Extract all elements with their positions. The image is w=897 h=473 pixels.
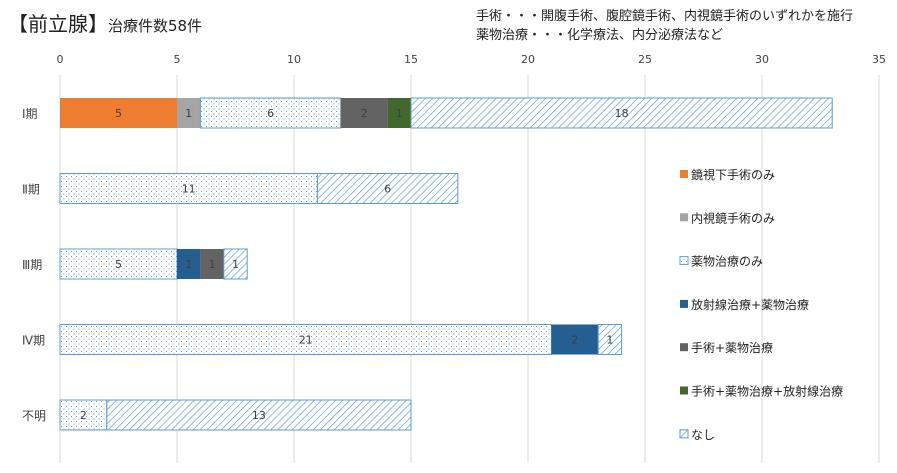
category-label: Ⅲ期 xyxy=(22,258,42,272)
bar-value-label: 21 xyxy=(299,334,313,347)
category-label: 不明 xyxy=(22,409,46,423)
bar-segment xyxy=(410,97,833,129)
legend-label: 放射線治療+薬物治療 xyxy=(691,297,809,312)
bar-segment xyxy=(177,98,201,128)
x-tick-label: 35 xyxy=(872,53,886,66)
x-tick-label: 30 xyxy=(755,53,769,66)
bar-segment xyxy=(106,399,412,431)
bar-segment xyxy=(200,249,224,279)
legend-label: 手術+薬物治療 xyxy=(691,341,773,355)
bar-value-label: 1 xyxy=(232,258,239,271)
category-label: Ⅳ期 xyxy=(22,334,45,348)
bar-value-label: 18 xyxy=(615,107,629,120)
bar-value-label: 1 xyxy=(606,334,613,347)
chart-title-sub: 治療件数58件 xyxy=(108,17,203,35)
bar-segment xyxy=(59,399,108,431)
x-tick-label: 5 xyxy=(174,53,181,66)
legend: 鏡視下手術のみ内視鏡手術のみ薬物治療のみ放射線治療+薬物治療手術+薬物治療手術+… xyxy=(679,167,843,442)
legend-label: 内視鏡手術のみ xyxy=(691,210,775,225)
x-tick-label: 15 xyxy=(404,53,418,66)
legend-swatch xyxy=(679,429,689,439)
x-axis-ticks: 0 5 10 15 20 25 30 35 xyxy=(57,53,887,66)
bar-segment xyxy=(59,324,552,355)
bar-value-label: 1 xyxy=(396,107,403,120)
bar-value-label: 1 xyxy=(209,258,216,271)
category-label: Ⅱ期 xyxy=(22,183,40,197)
bar-segment xyxy=(223,248,248,280)
bar-value-label: 11 xyxy=(182,183,196,196)
bar-value-label: 2 xyxy=(361,107,368,120)
x-tick-label: 0 xyxy=(57,53,64,66)
bar-segment xyxy=(597,324,623,355)
category-label: Ⅰ期 xyxy=(22,107,38,121)
bar-value-label: 5 xyxy=(115,258,122,271)
legend-swatch xyxy=(680,213,688,222)
legend-swatch xyxy=(680,386,688,395)
bar-value-label: 13 xyxy=(252,409,266,422)
note-drug-therapy: 薬物治療・・・化学療法、内分泌療法など xyxy=(476,28,724,43)
chart-title-main: 【前立腺】 xyxy=(8,12,108,36)
bar-segment xyxy=(177,249,201,279)
legend-label: 薬物治療のみ xyxy=(691,255,763,269)
bar-value-label: 1 xyxy=(185,258,192,271)
bar-value-label: 2 xyxy=(80,409,87,422)
bar-value-label: 5 xyxy=(115,107,122,120)
bar-segment xyxy=(387,98,411,128)
bar-segment xyxy=(60,98,177,128)
legend-label: 鏡視下手術のみ xyxy=(691,167,775,182)
bar-value-label: 2 xyxy=(571,334,578,347)
legend-swatch xyxy=(680,299,688,308)
legend-swatch xyxy=(680,343,688,352)
x-tick-label: 10 xyxy=(287,53,301,66)
bar-value-label: 6 xyxy=(267,107,274,120)
bar-value-label: 6 xyxy=(384,183,391,196)
x-tick-label: 25 xyxy=(638,53,652,66)
legend-swatch xyxy=(679,256,689,266)
chart-notes: 手術・・・開腹手術、腹腔鏡手術、内視鏡手術のいずれかを施行 薬物治療・・・化学療… xyxy=(476,7,853,45)
note-surgery: 手術・・・開腹手術、腹腔鏡手術、内視鏡手術のいずれかを施行 xyxy=(476,9,854,24)
legend-swatch xyxy=(680,170,688,178)
chart-title: 【前立腺】治療件数58件 xyxy=(8,8,202,37)
bar-value-label: 1 xyxy=(185,107,192,120)
bar-segment xyxy=(340,98,388,128)
bar-segment xyxy=(316,173,459,204)
x-tick-label: 20 xyxy=(521,53,535,66)
legend-label: 手術+薬物治療+放射線治療 xyxy=(691,384,843,399)
legend-label: なし xyxy=(691,428,715,442)
bar-segment xyxy=(59,248,178,280)
bar-segment xyxy=(551,324,599,355)
